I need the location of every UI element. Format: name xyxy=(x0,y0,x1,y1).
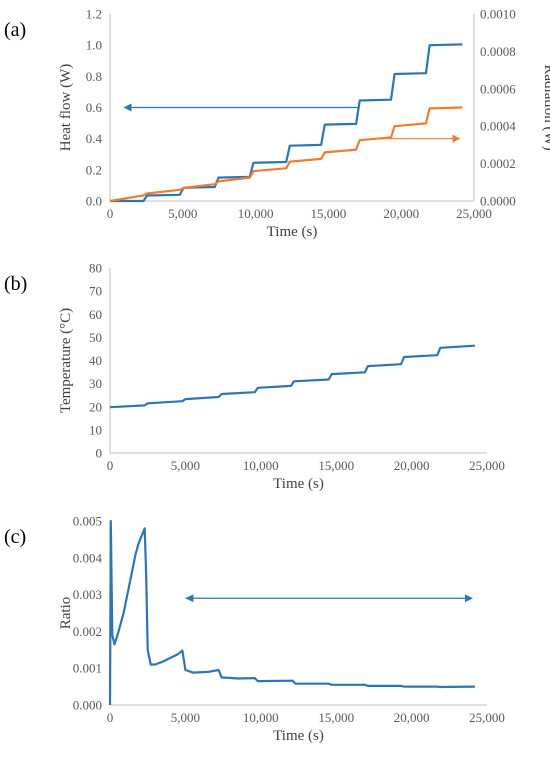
y-axis-label: Temperature (°C) xyxy=(58,308,74,413)
y-tick-label: 70 xyxy=(89,284,102,299)
y-axis-label: Heat flow (W) xyxy=(58,64,74,151)
y-axis-label: Ratio xyxy=(58,597,74,630)
x-axis-label: Time (s) xyxy=(273,728,324,744)
x-tick-label: 25,000 xyxy=(469,710,505,725)
y-tick-label: 1.0 xyxy=(86,38,102,53)
panel-label: (a) xyxy=(4,19,26,41)
y-tick-label: 50 xyxy=(89,330,102,345)
y-tick-label: 0.000 xyxy=(73,698,102,713)
y-tick-label: 0.004 xyxy=(73,550,103,565)
panel-label: (b) xyxy=(4,273,27,295)
x-tick-label: 5,000 xyxy=(171,710,200,725)
y-tick-label: 1.2 xyxy=(86,7,102,22)
x-tick-label: 20,000 xyxy=(394,458,430,473)
x-tick-label: 10,000 xyxy=(243,458,279,473)
x-tick-label: 10,000 xyxy=(238,206,274,221)
y-tick-label: 0.8 xyxy=(86,69,102,84)
y-tick-label: 10 xyxy=(89,422,102,437)
y-tick-label: 30 xyxy=(89,376,102,391)
y-tick-label: 0.001 xyxy=(73,661,102,676)
x-tick-label: 0 xyxy=(107,710,114,725)
y2-tick-label: 0.0008 xyxy=(480,44,516,59)
series-line-1 xyxy=(110,43,463,203)
x-tick-label: 5,000 xyxy=(168,206,197,221)
y-tick-label: 0.4 xyxy=(86,131,103,146)
y-tick-label: 0.6 xyxy=(86,100,103,115)
x-tick-label: 25,000 xyxy=(456,206,492,221)
x-tick-label: 5,000 xyxy=(171,458,200,473)
y-tick-label: 0 xyxy=(96,446,103,461)
series-line-2 xyxy=(109,106,463,203)
x-axis-label: Time (s) xyxy=(273,476,324,492)
series-line-1 xyxy=(109,344,475,409)
y-tick-label: 80 xyxy=(89,261,102,276)
panel-label: (c) xyxy=(4,526,26,548)
chart-panel-1: (a) 0 5,000 10,000 15,000 20,000 25,000 0.0 0.2 0… xyxy=(4,7,550,241)
y2-tick-label: 0.0004 xyxy=(480,119,516,134)
y-tick-label: 0.002 xyxy=(73,624,102,639)
y-tick-label: 0.003 xyxy=(73,587,102,602)
annotation-arrowhead-start xyxy=(185,594,194,603)
y2-tick-label: 0.0002 xyxy=(480,156,516,171)
y-tick-label: 40 xyxy=(89,353,102,368)
x-tick-label: 15,000 xyxy=(311,206,347,221)
chart-panel-2: (b) 0 5,000 10,000 15,000 20,000 25,000 0 10 20 30… xyxy=(4,261,505,493)
y-tick-label: 0.2 xyxy=(86,162,102,177)
x-tick-label: 15,000 xyxy=(318,458,354,473)
y-tick-label: 20 xyxy=(89,399,102,414)
x-tick-label: 10,000 xyxy=(243,710,279,725)
y-tick-label: 60 xyxy=(89,307,102,322)
y2-tick-label: 0.0006 xyxy=(480,81,516,96)
x-axis-label: Time (s) xyxy=(267,224,318,240)
y2-tick-label: 0.0000 xyxy=(480,194,516,209)
x-tick-label: 25,000 xyxy=(469,458,505,473)
x-tick-label: 15,000 xyxy=(318,710,354,725)
chart-panel-3: (c) 0 5,000 10,000 15,000 20,000 25,000 0.000 0.… xyxy=(4,514,505,745)
series-line-1 xyxy=(108,519,475,706)
y-tick-label: 0.0 xyxy=(86,194,102,209)
y2-tick-label: 0.0010 xyxy=(480,7,516,22)
x-tick-label: 0 xyxy=(107,458,114,473)
y2-axis-label: Radiation (W) xyxy=(541,64,550,150)
x-tick-label: 20,000 xyxy=(383,206,419,221)
x-tick-label: 20,000 xyxy=(394,710,430,725)
x-tick-label: 0 xyxy=(107,206,114,221)
y-tick-label: 0.005 xyxy=(73,514,102,529)
